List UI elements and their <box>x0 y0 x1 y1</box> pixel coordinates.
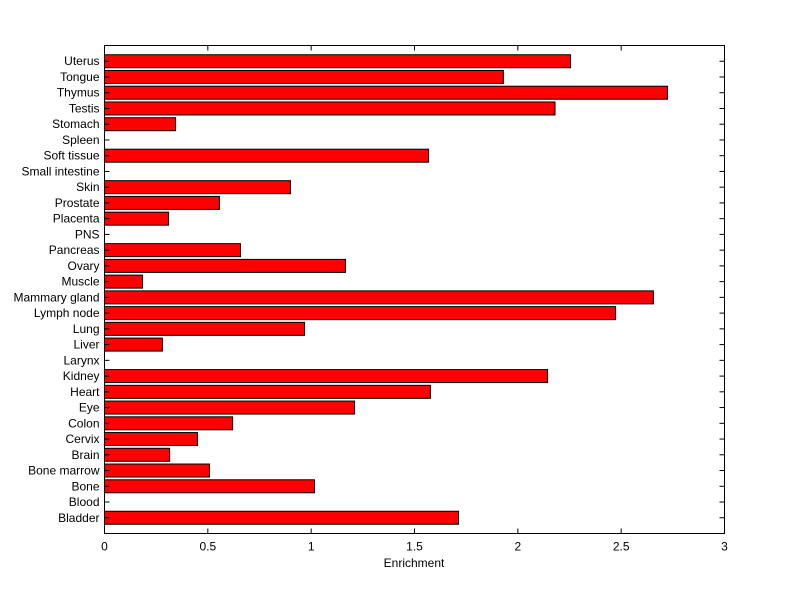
bar-muscle <box>104 274 144 289</box>
x-tick-label: 0 <box>101 540 108 554</box>
bar-pancreas <box>104 243 241 258</box>
y-tick-label: Colon <box>68 416 99 430</box>
bar-brain <box>104 447 171 462</box>
bar-heart <box>104 384 431 399</box>
y-tick-label: Larynx <box>63 353 99 367</box>
bar-soft-tissue <box>104 148 430 163</box>
y-tick-label: Muscle <box>61 275 99 289</box>
y-tick-label: Placenta <box>53 212 100 226</box>
bar-skin <box>104 180 291 195</box>
bar-placenta <box>104 211 170 226</box>
bar-thymus <box>104 85 668 100</box>
y-tick-label: PNS <box>75 227 100 241</box>
y-tick-label: Pancreas <box>49 243 100 257</box>
bar-lung <box>104 321 306 336</box>
bar-liver <box>104 337 163 352</box>
y-tick-label: Bone <box>71 479 99 493</box>
plot-frame <box>104 45 725 534</box>
bar-bone <box>104 479 315 494</box>
bar-cervix <box>104 432 198 447</box>
y-tick-label: Eye <box>79 401 100 415</box>
bar-stomach <box>104 117 177 132</box>
bar-mammary-gland <box>104 290 654 305</box>
bar-prostate <box>104 195 220 210</box>
y-tick-label: Liver <box>73 338 99 352</box>
bar-bladder <box>104 510 460 525</box>
bar-testis <box>104 101 556 116</box>
y-tick-label: Testis <box>69 101 100 115</box>
y-tick-label: Skin <box>76 180 99 194</box>
y-tick-label: Brain <box>71 448 99 462</box>
y-tick-label: Bone marrow <box>28 464 100 478</box>
x-tick-label: 2 <box>514 540 521 554</box>
y-tick-label: Mammary gland <box>13 290 99 304</box>
y-tick-label: Spleen <box>62 133 99 147</box>
x-tick-label: 3 <box>721 540 728 554</box>
y-tick-label: Tongue <box>60 70 100 84</box>
y-tick-label: Thymus <box>57 86 100 100</box>
y-tick-label: Lung <box>73 322 100 336</box>
x-tick-label: 0.5 <box>199 540 216 554</box>
x-axis-label: Enrichment <box>384 556 445 570</box>
y-tick-label: Prostate <box>55 196 100 210</box>
bar-uterus <box>104 54 572 69</box>
y-tick-label: Cervix <box>65 432 99 446</box>
bar-lymph-node <box>104 306 617 321</box>
x-tick-label: 2.5 <box>613 540 630 554</box>
y-tick-label: Kidney <box>63 369 100 383</box>
y-tick-label: Ovary <box>67 259 99 273</box>
y-tick-label: Blood <box>69 495 100 509</box>
bar-ovary <box>104 258 346 273</box>
y-tick-label: Uterus <box>64 54 99 68</box>
bar-kidney <box>104 369 549 384</box>
y-tick-label: Stomach <box>52 117 99 131</box>
x-tick-label: 1.5 <box>406 540 423 554</box>
y-tick-label: Bladder <box>58 511 99 525</box>
y-tick-label: Lymph node <box>34 306 100 320</box>
y-tick-label: Soft tissue <box>43 149 99 163</box>
bar-colon <box>104 416 234 431</box>
y-tick-label: Heart <box>70 385 100 399</box>
x-tick-label: 1 <box>308 540 315 554</box>
bar-eye <box>104 400 356 415</box>
bar-tongue <box>104 69 504 84</box>
bar-bone-marrow <box>104 463 210 478</box>
y-tick-label: Small intestine <box>21 164 99 178</box>
